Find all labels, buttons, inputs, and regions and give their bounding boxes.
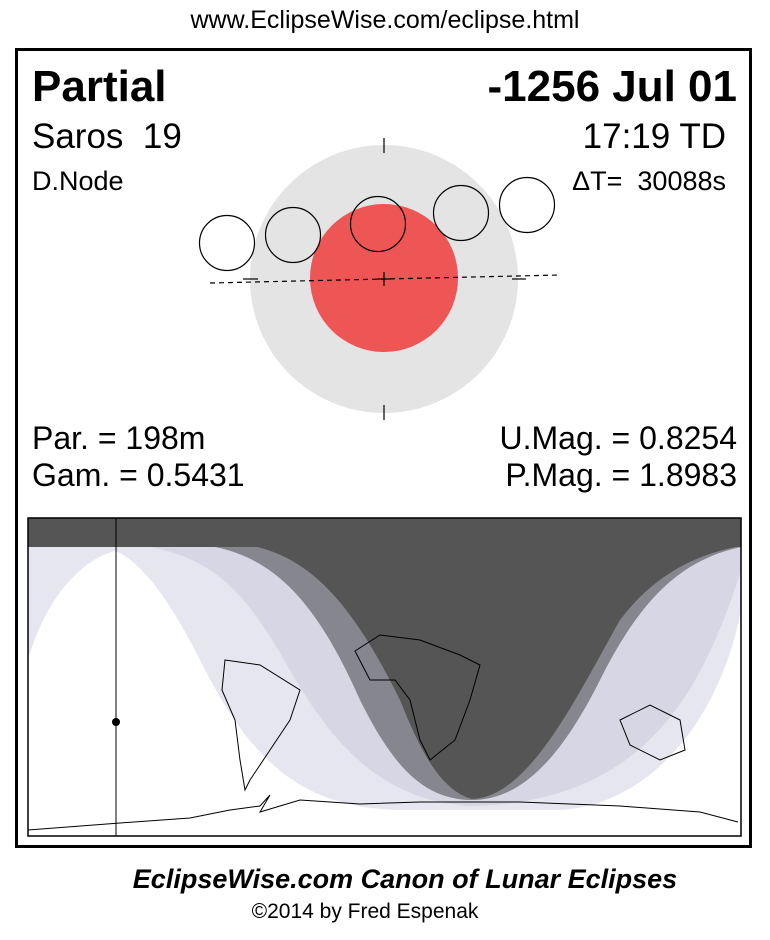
footer-title: EclipseWise.com Canon of Lunar Eclipses [132,864,678,894]
total-visibility-zone [253,546,741,799]
eclipse-date: -1256 Jul 01 [487,62,738,111]
penumbral-magnitude: P.Mag. = 1.8983 [505,457,737,493]
gamma: Gam. = 0.5431 [32,457,245,493]
visibility-map [27,517,742,837]
saros: Saros 19 [32,117,182,156]
node: D.Node [32,166,124,196]
eclipse-type: Partial [32,62,167,111]
sub-lunar-point [112,718,120,726]
moon-position-p1 [198,214,256,272]
delta-t: ΔT= 30088s [572,166,726,196]
umbral-magnitude: U.Mag. = 0.8254 [499,420,737,456]
eclipse-time: 17:19 TD [582,117,726,156]
south-america-outline [221,659,301,792]
page-url: www.EclipseWise.com/eclipse.html [190,6,580,34]
africa-outline [354,634,481,761]
moon-position-u1 [264,206,322,264]
night-zone-top [28,518,741,547]
eclipse-frame [15,48,752,848]
antarctica-outline [28,794,739,831]
australia-outline [619,704,686,761]
moon-position-p4 [498,176,556,234]
footer-copyright: ©2014 by Fred Espenak [251,900,479,923]
partial-duration: Par. = 198m [32,420,206,456]
map-border [27,517,742,837]
moon-position-u4 [432,184,490,242]
moon-position-greatest [349,195,407,253]
